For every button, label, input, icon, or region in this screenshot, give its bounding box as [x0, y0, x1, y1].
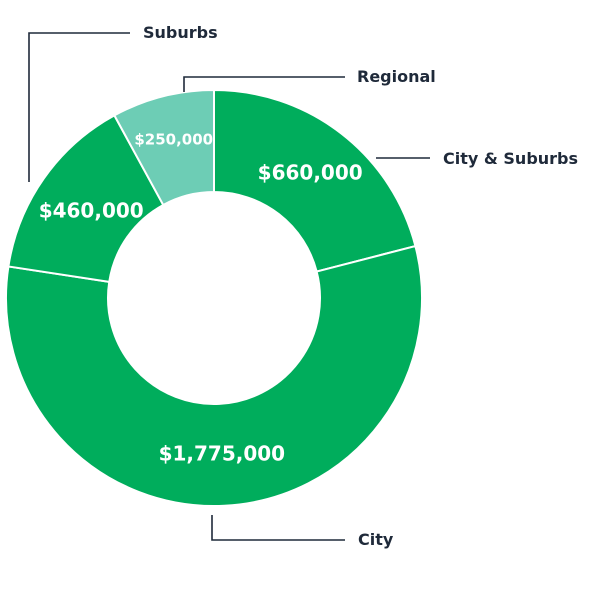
slice-city-and-suburbs [213, 88, 417, 273]
leader-line-regional [183, 76, 345, 92]
value-label-suburbs: $460,000 [39, 198, 144, 222]
value-label-city: $1,775,000 [159, 441, 286, 465]
leader-line-city [211, 515, 345, 541]
slices-group [5, 88, 423, 507]
label-city-suburbs: City & Suburbs [443, 149, 578, 168]
slice-city [5, 244, 423, 507]
label-city: City [358, 530, 394, 549]
slice-regional [113, 88, 215, 207]
leader-line-suburbs [28, 32, 130, 182]
label-regional: Regional [357, 67, 436, 86]
value-label-city-and-suburbs: $660,000 [258, 160, 363, 184]
value-label-regional: $250,000 [134, 131, 213, 149]
label-suburbs: Suburbs [143, 23, 218, 42]
value-labels-group: $660,000 $1,775,000 $460,000 $250,000 [39, 131, 363, 466]
